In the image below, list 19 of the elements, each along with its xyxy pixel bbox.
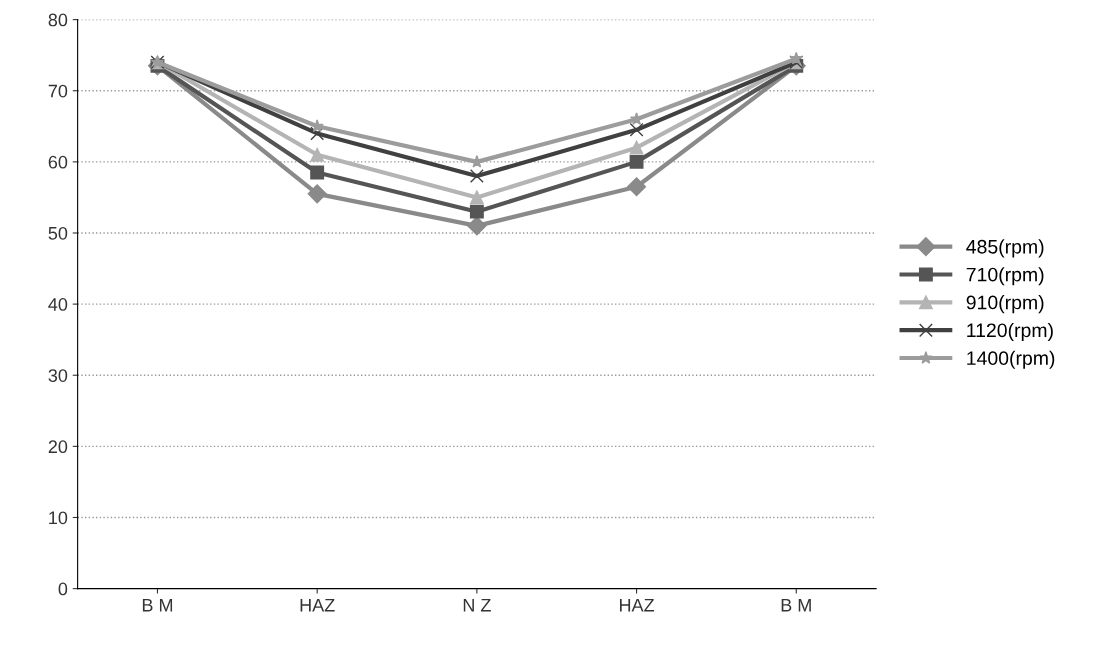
x-tick-label: B M	[142, 598, 173, 612]
y-tick-label: 40	[48, 298, 68, 311]
legend-label: 485(rpm)	[966, 239, 1044, 258]
y-tick-label: 30	[48, 369, 68, 382]
x-tick-label: HAZ	[619, 598, 655, 612]
y-tick-label: 10	[49, 511, 68, 525]
legend-label: 1400(rpm)	[967, 350, 1055, 369]
y-tick-label: 60	[48, 155, 68, 169]
x-tick-label: HAZ	[300, 598, 335, 612]
x-tick-label: B M	[781, 598, 811, 612]
y-tick-label: 20	[48, 440, 68, 454]
y-tick-label: 80	[48, 13, 68, 27]
y-tick-label: 0	[58, 582, 68, 596]
x-tick-label: N Z	[463, 598, 491, 612]
legend-label: 910(rpm)	[966, 295, 1044, 314]
legend-label: 1120(rpm)	[967, 322, 1053, 342]
legend-label: 710(rpm)	[966, 267, 1044, 286]
y-tick-label: 70	[48, 84, 68, 98]
y-tick-label: 50	[48, 226, 68, 240]
